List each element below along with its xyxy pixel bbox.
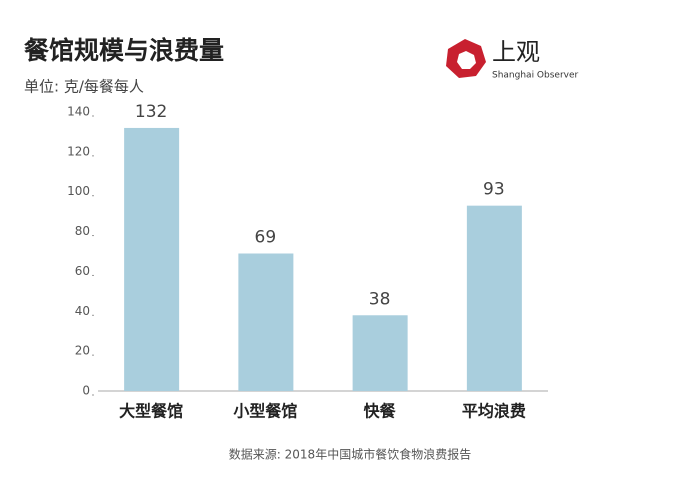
- y-tick-label: 100: [67, 184, 90, 198]
- logo-tagline: Shanghai Observer: [492, 71, 579, 81]
- logo-name: 上观: [492, 38, 540, 66]
- bar: [238, 253, 294, 391]
- bar: [124, 127, 180, 391]
- x-tick-label: 快餐: [364, 402, 397, 421]
- y-tick-label: 120: [67, 144, 90, 158]
- logo-icon-inner: [457, 51, 476, 69]
- value-label: 38: [369, 289, 391, 309]
- source-note: 数据来源: 2018年中国城市餐饮食物浪费报告: [229, 447, 471, 462]
- x-tick-label: 大型餐馆: [119, 402, 183, 421]
- bar: [466, 205, 522, 391]
- y-tick-label: 20: [75, 344, 90, 358]
- y-tick-label: 140: [67, 105, 90, 119]
- x-tick-label: 平均浪费: [462, 402, 526, 421]
- value-label: 69: [255, 227, 277, 247]
- logo: 上观 Shanghai Observer: [446, 38, 579, 81]
- bar: [352, 315, 408, 391]
- x-tick-label: 小型餐馆: [233, 402, 297, 421]
- y-tick-label: 80: [75, 224, 90, 238]
- y-tick-label: 0: [82, 384, 90, 398]
- chart-subtitle: 单位: 克/每餐每人: [24, 78, 144, 96]
- y-tick-label: 60: [75, 264, 90, 278]
- value-label: 93: [483, 180, 505, 200]
- y-tick-label: 40: [75, 304, 90, 318]
- chart-title: 餐馆规模与浪费量: [24, 36, 224, 65]
- value-label: 132: [135, 102, 167, 122]
